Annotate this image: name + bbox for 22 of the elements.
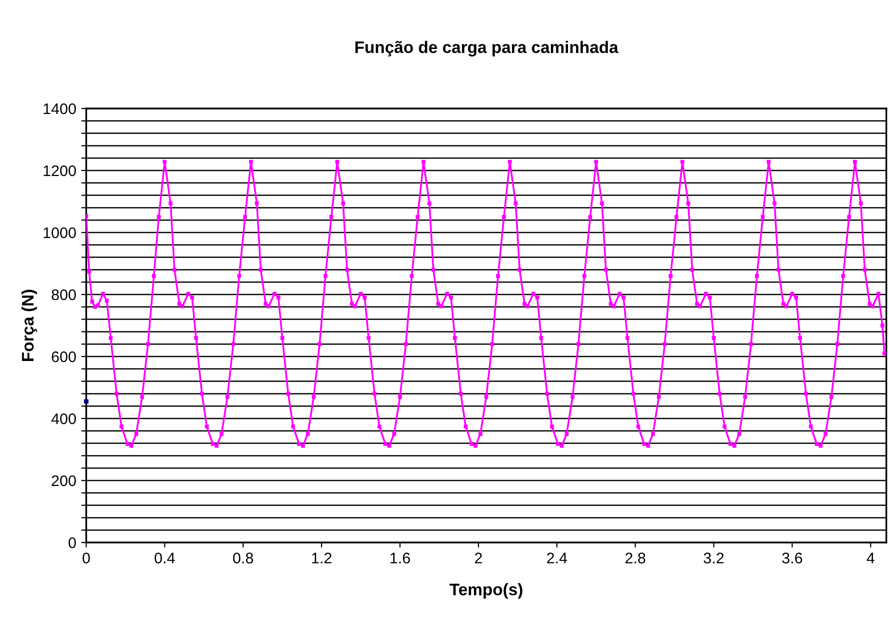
y-tick-label: 1400 bbox=[44, 103, 76, 114]
y-tick-label: 400 bbox=[51, 413, 76, 424]
y-axis-title: Força (N) bbox=[21, 290, 37, 361]
y-tick-label: 800 bbox=[52, 289, 76, 300]
x-tick-label: 1.2 bbox=[312, 552, 332, 564]
x-tick-label: 1.6 bbox=[390, 552, 410, 564]
x-tick-label: 0.8 bbox=[233, 552, 254, 564]
x-tick-label: 2.8 bbox=[625, 552, 646, 564]
y-tick-label: 200 bbox=[52, 475, 76, 486]
x-tick-label: 2 bbox=[474, 552, 482, 564]
x-tick-label: 0.4 bbox=[154, 552, 175, 564]
x-tick-label: 0 bbox=[82, 552, 90, 564]
x-tick-label: 2.4 bbox=[547, 552, 568, 564]
y-tick-label: 1200 bbox=[44, 165, 76, 176]
x-tick-label: 3.6 bbox=[782, 552, 802, 564]
y-tick-label: 1000 bbox=[44, 227, 76, 238]
chart-title: Função de carga para caminhada bbox=[355, 40, 618, 56]
x-axis-title: Tempo(s) bbox=[450, 583, 522, 599]
x-tick-label: 4 bbox=[866, 552, 874, 564]
x-tick-label: 3.2 bbox=[704, 552, 724, 564]
y-tick-label: 0 bbox=[68, 537, 76, 548]
y-tick-label: 600 bbox=[52, 351, 76, 362]
